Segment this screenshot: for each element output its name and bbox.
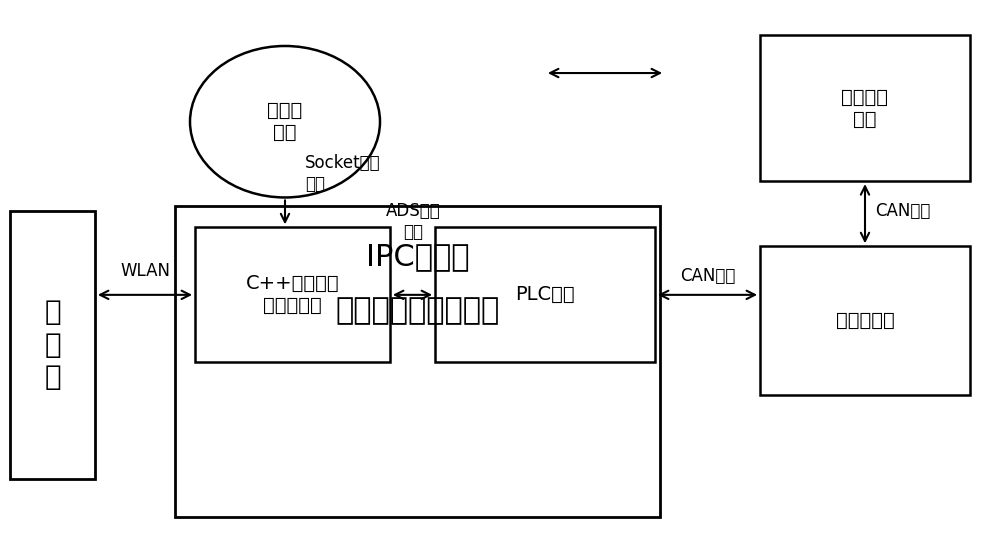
Bar xyxy=(760,246,970,395)
Bar xyxy=(760,35,970,181)
Text: Socket通讯
协议: Socket通讯 协议 xyxy=(305,154,381,193)
Bar xyxy=(10,211,95,479)
Text: ADS通讯
协议: ADS通讯 协议 xyxy=(386,202,440,241)
Bar xyxy=(435,227,655,362)
Text: 激光扫
描仳: 激光扫 描仳 xyxy=(267,101,303,142)
Text: 左右驱动
电机: 左右驱动 电机 xyxy=(842,88,889,129)
Text: PLC程序: PLC程序 xyxy=(515,285,575,305)
Bar xyxy=(195,227,390,362)
Text: CAN总线: CAN总线 xyxy=(875,202,930,220)
Bar xyxy=(175,206,660,517)
Text: 上
位
机: 上 位 机 xyxy=(44,299,61,391)
Text: 左右驱动器: 左右驱动器 xyxy=(836,311,894,330)
Text: CAN总线: CAN总线 xyxy=(680,267,736,285)
Ellipse shape xyxy=(190,46,380,197)
Text: IPC控制器: IPC控制器 xyxy=(366,242,469,272)
Text: （嵌入式操作系统）: （嵌入式操作系统） xyxy=(335,296,500,326)
Text: WLAN: WLAN xyxy=(120,261,170,280)
Text: C++读写程序
可执行文件: C++读写程序 可执行文件 xyxy=(246,274,339,315)
